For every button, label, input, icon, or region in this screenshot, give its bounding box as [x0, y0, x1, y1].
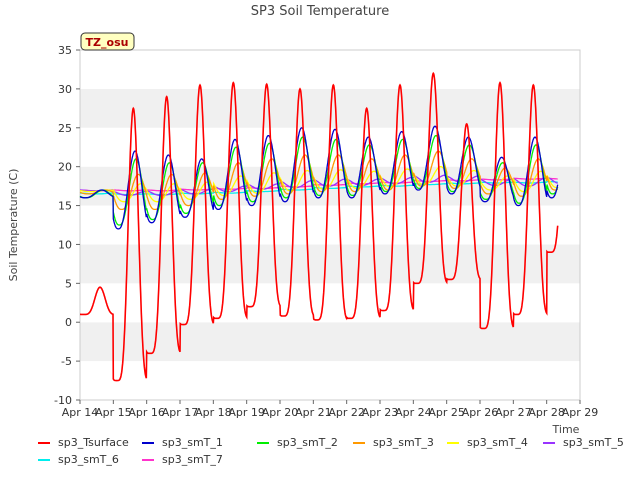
series-line-sp3_Tsurface — [80, 71, 559, 382]
x-tick-label: Apr 26 — [462, 406, 499, 419]
legend-label: sp3_smT_6 — [58, 453, 119, 466]
x-tick-label: Apr 29 — [562, 406, 599, 419]
y-tick-label: 20 — [58, 161, 72, 174]
grid-band — [80, 322, 580, 362]
y-tick-label: 5 — [65, 277, 72, 290]
legend-item-sp3_smT_1: sp3_smT_1 — [142, 436, 223, 449]
y-tick-label: 0 — [65, 316, 72, 329]
annotation-label: TZ_osu — [86, 36, 129, 49]
legend-label: sp3_smT_4 — [467, 436, 528, 449]
y-tick-label: 10 — [58, 238, 72, 251]
x-tick-label: Apr 18 — [195, 406, 232, 419]
y-tick-label: 25 — [58, 122, 72, 135]
grid-band — [80, 361, 580, 400]
legend-swatch — [38, 441, 50, 444]
legend-item-sp3_smT_3: sp3_smT_3 — [353, 436, 434, 449]
y-tick-label: -10 — [54, 394, 72, 407]
annotation-box: TZ_osu — [80, 32, 135, 51]
legend-swatch — [142, 441, 154, 444]
legend-swatch — [38, 458, 50, 461]
legend-label: sp3_smT_5 — [563, 436, 624, 449]
x-tick-label: Apr 14 — [62, 406, 99, 419]
legend-label: sp3_smT_7 — [162, 453, 223, 466]
legend-label: sp3_Tsurface — [58, 436, 129, 449]
x-tick-label: Apr 19 — [228, 406, 265, 419]
x-tick-label: Apr 24 — [395, 406, 432, 419]
legend-item-sp3_smT_7: sp3_smT_7 — [142, 453, 223, 466]
legend-swatch — [353, 441, 365, 444]
grid-band — [80, 283, 580, 323]
legend-swatch — [257, 441, 269, 444]
legend-item-sp3_smT_6: sp3_smT_6 — [38, 453, 119, 466]
series-line-sp3_smT_1 — [79, 125, 559, 230]
x-tick-label: Apr 23 — [362, 406, 399, 419]
x-tick-label: Apr 28 — [528, 406, 565, 419]
legend-item-sp3_smT_5: sp3_smT_5 — [543, 436, 624, 449]
legend-swatch — [543, 441, 555, 444]
legend-item-sp3_smT_2: sp3_smT_2 — [257, 436, 338, 449]
legend-swatch — [142, 458, 154, 461]
legend-item-sp3_smT_4: sp3_smT_4 — [447, 436, 528, 449]
y-axis-label: Soil Temperature (C) — [7, 169, 20, 282]
plot-area — [79, 49, 581, 401]
grid-band — [80, 244, 580, 284]
x-tick-label: Apr 17 — [162, 406, 199, 419]
y-tick-label: 15 — [58, 200, 72, 213]
legend-label: sp3_smT_1 — [162, 436, 223, 449]
x-tick-label: Apr 20 — [262, 406, 299, 419]
x-tick-label: Apr 25 — [428, 406, 465, 419]
chart-title: SP3 Soil Temperature — [251, 4, 389, 19]
y-tick-label: 35 — [58, 44, 72, 57]
x-tick-label: Apr 22 — [328, 406, 365, 419]
x-tick-label: Apr 16 — [128, 406, 165, 419]
legend-swatch — [447, 441, 459, 444]
y-tick-label: -5 — [61, 355, 72, 368]
x-tick-label: Apr 27 — [495, 406, 532, 419]
legend-label: sp3_smT_3 — [373, 436, 434, 449]
y-tick-label: 30 — [58, 83, 72, 96]
legend-item-sp3_Tsurface: sp3_Tsurface — [38, 436, 129, 449]
grid-band — [80, 205, 580, 245]
series-line-sp3_smT_2 — [79, 134, 559, 226]
legend-label: sp3_smT_2 — [277, 436, 338, 449]
x-tick-label: Apr 21 — [295, 406, 332, 419]
x-tick-label: Apr 15 — [95, 406, 132, 419]
grid-band — [80, 50, 580, 89]
x-axis-label: Time — [552, 423, 580, 436]
